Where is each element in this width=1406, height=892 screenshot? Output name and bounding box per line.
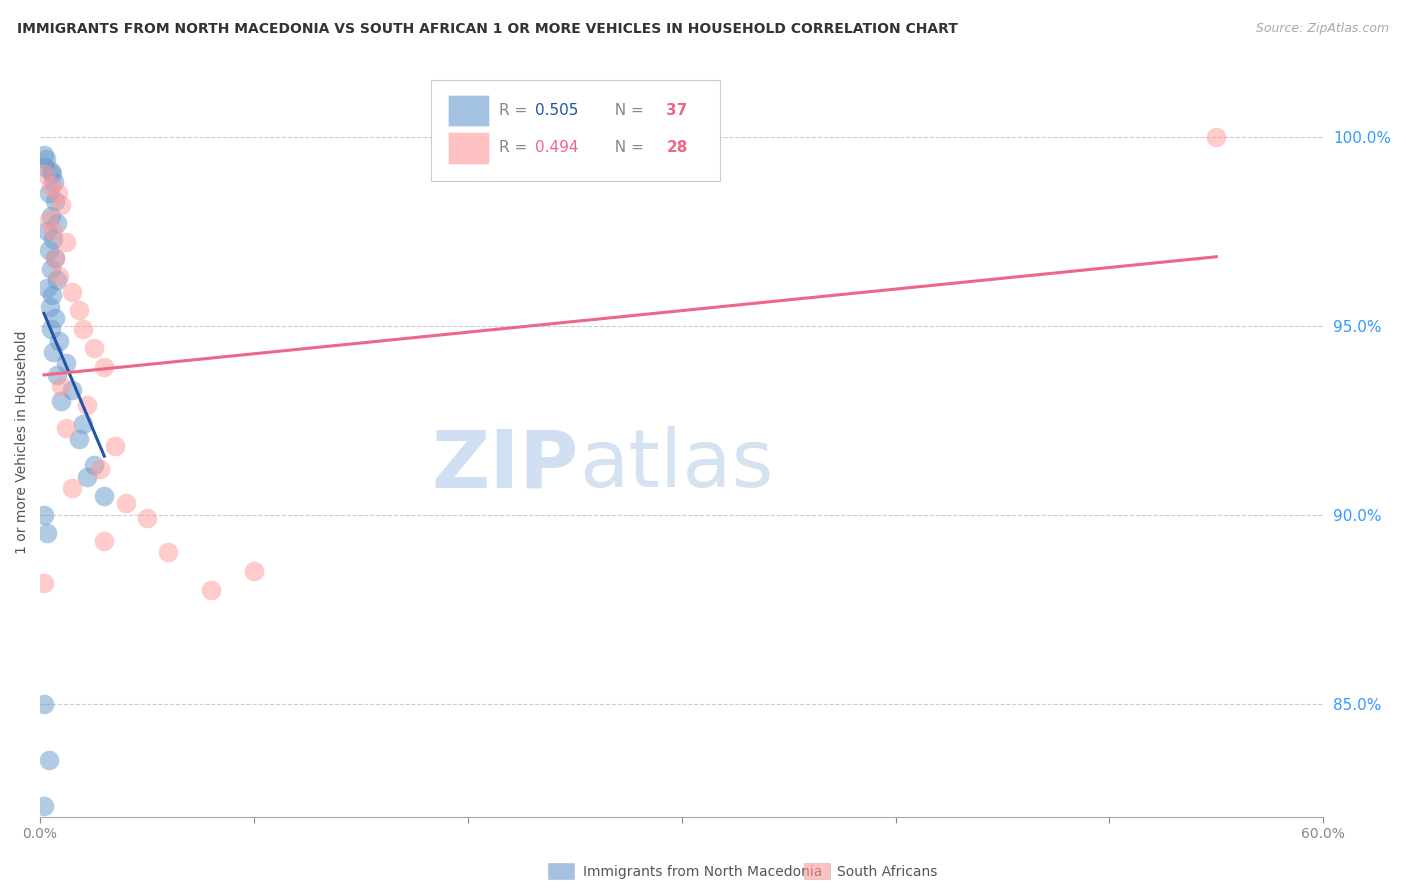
Point [72, 417, 94, 431]
Point [48, 334, 70, 348]
Point [60, 481, 83, 495]
Point [46, 186, 69, 201]
Text: N =: N = [605, 140, 648, 155]
Point [114, 496, 136, 510]
Point [39, 163, 62, 178]
Bar [449, 95, 489, 126]
Point [104, 440, 127, 454]
Point [34, 508, 56, 522]
Bar [449, 132, 489, 163]
Point [48, 269, 70, 284]
Point [44, 310, 66, 325]
Point [51, 197, 73, 211]
Point [243, 564, 266, 578]
Point [42, 231, 65, 245]
Point [42, 175, 65, 189]
Point [89, 462, 111, 476]
Point [44, 194, 66, 208]
Point [42, 224, 65, 238]
Point [72, 322, 94, 336]
Point [39, 322, 62, 336]
Text: ZIP: ZIP [432, 426, 579, 504]
Point [32, 798, 55, 813]
Point [67, 303, 90, 318]
Point [32, 148, 55, 162]
Text: 28: 28 [666, 140, 688, 155]
Point [38, 243, 60, 257]
Point [136, 511, 159, 525]
Point [51, 379, 73, 393]
Point [35, 281, 58, 295]
Point [55, 356, 77, 370]
Point [60, 383, 83, 397]
Point [76, 469, 98, 483]
Point [39, 178, 62, 193]
Bar [548, 863, 574, 879]
Point [1205, 129, 1227, 144]
Point [76, 398, 98, 412]
Point [38, 212, 60, 227]
Text: R =: R = [499, 103, 533, 118]
Point [46, 273, 69, 287]
Point [38, 753, 60, 767]
Point [44, 251, 66, 265]
Text: IMMIGRANTS FROM NORTH MACEDONIA VS SOUTH AFRICAN 1 OR MORE VEHICLES IN HOUSEHOLD: IMMIGRANTS FROM NORTH MACEDONIA VS SOUTH… [17, 22, 957, 37]
Text: Immigrants from North Macedonia: Immigrants from North Macedonia [583, 865, 823, 880]
Point [35, 526, 58, 541]
Point [200, 583, 222, 598]
Point [83, 458, 105, 473]
Point [38, 300, 60, 314]
Point [41, 288, 63, 302]
Point [93, 533, 115, 548]
Point [38, 186, 60, 201]
Point [93, 360, 115, 375]
Point [39, 209, 62, 223]
Point [39, 261, 62, 276]
Point [32, 575, 55, 590]
Text: 0.494: 0.494 [536, 140, 579, 155]
Point [93, 489, 115, 503]
Text: 0.505: 0.505 [536, 103, 579, 118]
Point [67, 432, 90, 446]
Text: R =: R = [499, 140, 533, 155]
Bar [804, 863, 830, 879]
Point [60, 285, 83, 299]
Point [41, 167, 63, 181]
Y-axis label: 1 or more Vehicles in Household: 1 or more Vehicles in Household [15, 331, 30, 555]
Point [83, 341, 105, 355]
Point [46, 217, 69, 231]
Point [34, 697, 56, 711]
Text: South Africans: South Africans [837, 865, 936, 880]
Text: Source: ZipAtlas.com: Source: ZipAtlas.com [1256, 22, 1389, 36]
Text: atlas: atlas [579, 426, 773, 504]
Point [35, 224, 58, 238]
Text: 37: 37 [666, 103, 688, 118]
Point [46, 368, 69, 382]
Point [34, 167, 56, 181]
FancyBboxPatch shape [432, 79, 720, 181]
Point [44, 251, 66, 265]
Point [55, 420, 77, 434]
Point [42, 345, 65, 359]
Text: N =: N = [605, 103, 648, 118]
Point [35, 153, 58, 167]
Point [157, 545, 180, 559]
Point [55, 235, 77, 250]
Point [34, 160, 56, 174]
Point [51, 394, 73, 409]
